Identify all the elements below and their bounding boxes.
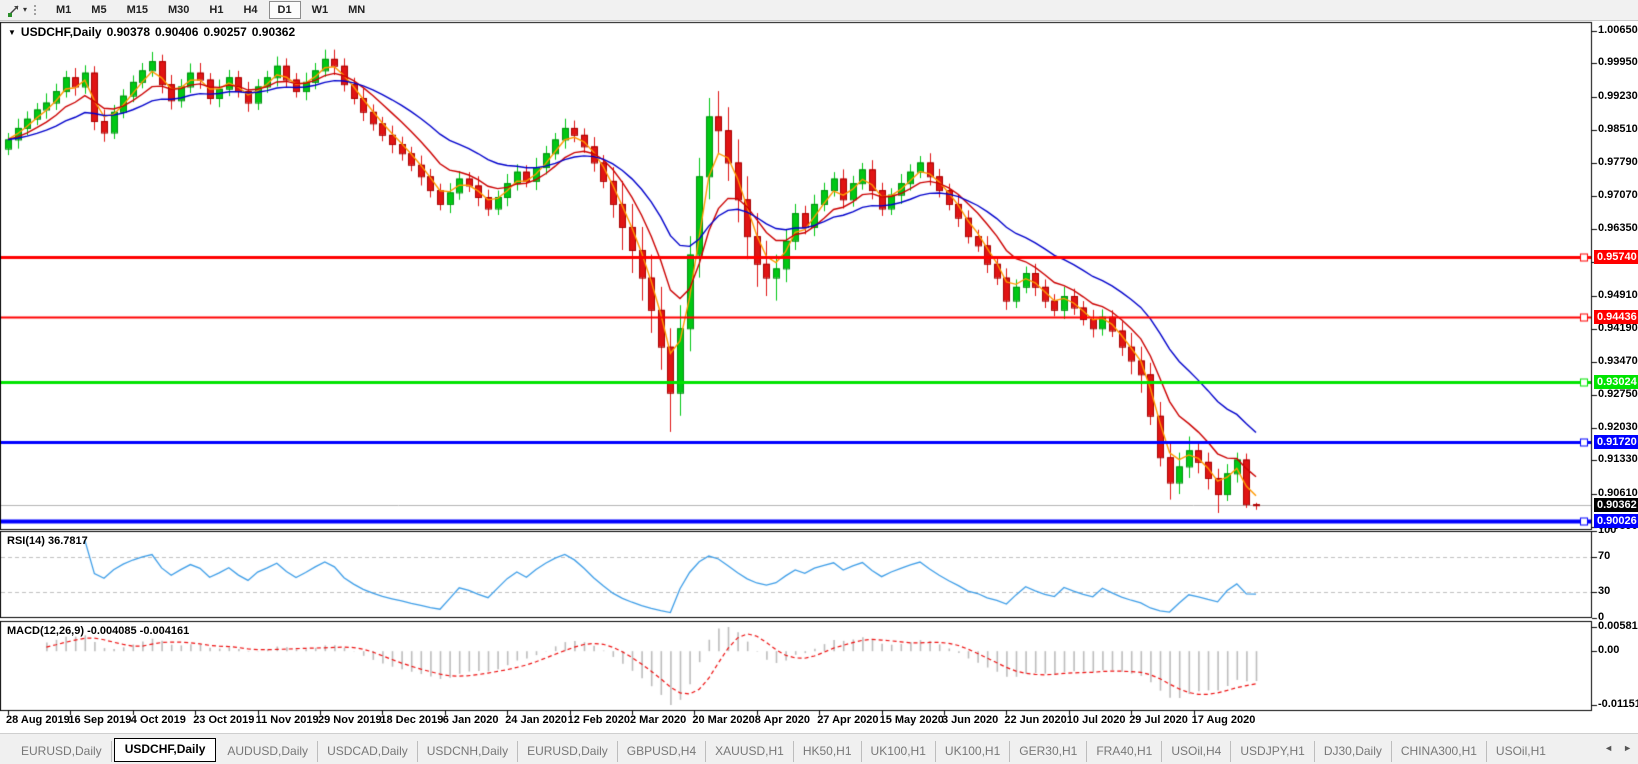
date-tick-label: 29 Jul 2020 [1129, 714, 1188, 726]
price-tick-label: 0.90610 [1598, 486, 1638, 499]
date-tick-label: 28 Aug 2019 [6, 714, 70, 726]
price-tick-label: 0.91330 [1598, 453, 1638, 466]
date-tick-label: 12 Feb 2020 [567, 714, 630, 726]
chart-tab-eurusd-daily[interactable]: EURUSD,Daily [518, 741, 618, 762]
macd-indicator-label: MACD(12,26,9) -0.004085 -0.004161 [7, 625, 190, 637]
chart-tab-china300-h1[interactable]: CHINA300,H1 [1392, 741, 1487, 762]
price-level-tag-0.95740[interactable]: 0.95740 [1594, 250, 1638, 265]
price-chart-canvas[interactable] [0, 21, 1638, 733]
date-tick-label: 11 Nov 2019 [255, 714, 319, 726]
chart-tab-dj30-daily[interactable]: DJ30,Daily [1315, 741, 1392, 762]
price-tick-label: 0.94190 [1598, 321, 1638, 334]
timeframe-button-d1[interactable]: D1 [268, 1, 301, 19]
date-tick-label: 20 Mar 2020 [692, 714, 755, 726]
chart-tools-button[interactable]: ▾ [4, 2, 30, 18]
date-tick-label: 24 Jan 2020 [505, 714, 567, 726]
chart-tab-usdcnh-daily[interactable]: USDCNH,Daily [418, 741, 519, 762]
chevron-down-icon: ▾ [23, 5, 28, 14]
price-tick-label: 0.99230 [1598, 89, 1638, 102]
price-tick-label: 0.92030 [1598, 421, 1638, 434]
symbol-period-label: USDCHF,Daily [20, 25, 102, 39]
price-tick-label: 0.97790 [1598, 155, 1638, 168]
chart-tab-uk100-h1[interactable]: UK100,H1 [862, 741, 936, 762]
price-level-tag-0.93024[interactable]: 0.93024 [1594, 375, 1638, 390]
rsi-level-label: 0 [1598, 611, 1605, 623]
date-tick-label: 10 Jul 2020 [1066, 714, 1126, 726]
chart-tab-uk100-h1[interactable]: UK100,H1 [936, 741, 1011, 762]
chart-tab-ger30-h1[interactable]: GER30,H1 [1010, 741, 1088, 762]
price-tick-label: 0.93470 [1598, 354, 1638, 367]
price-tick-label: 0.98510 [1598, 122, 1638, 135]
chart-tab-hk50-h1[interactable]: HK50,H1 [794, 741, 862, 762]
timeframe-button-mn[interactable]: MN [339, 1, 374, 19]
date-tick-label: 22 Jun 2020 [1004, 714, 1067, 726]
price-tick-label: 0.97070 [1598, 189, 1638, 202]
timeframe-buttons: M1 M5 M15 M30 H1 H4 D1 W1 MN [46, 0, 375, 20]
chart-tab-usdcad-daily[interactable]: USDCAD,Daily [318, 741, 418, 762]
date-tick-label: 18 Dec 2019 [380, 714, 444, 726]
chart-tab-usoil-h4[interactable]: USOil,H4 [1162, 741, 1232, 762]
collapse-chart-icon[interactable]: ▼ [8, 27, 16, 37]
date-tick-label: 2 Mar 2020 [630, 714, 687, 726]
price-tick-label: 0.99950 [1598, 56, 1638, 69]
timeframe-button-m30[interactable]: M30 [159, 1, 198, 19]
chart-tab-bar: EURUSD,Daily USDCHF,Daily AUDUSD,Daily USDC… [0, 733, 1638, 764]
price-tick-label: 0.92750 [1598, 388, 1638, 401]
date-tick-label: 27 Apr 2020 [817, 714, 879, 726]
open-value: 0.90378 [106, 25, 150, 39]
timeframe-toolbar: ▾ M1 M5 M15 M30 H1 H4 D1 W1 MN [0, 0, 1638, 21]
timeframe-button-m15[interactable]: M15 [118, 1, 157, 19]
chart-tab-fra40-h1[interactable]: FRA40,H1 [1087, 741, 1163, 762]
price-level-tag-0.91720[interactable]: 0.91720 [1594, 435, 1638, 450]
price-tick-label: 0.96350 [1598, 222, 1638, 235]
date-tick-label: 6 Jan 2020 [442, 714, 499, 726]
date-tick-label: 8 Apr 2020 [754, 714, 811, 726]
price-level-tag-0.94436[interactable]: 0.94436 [1594, 310, 1638, 325]
chart-tab-gbpusd-h4[interactable]: GBPUSD,H4 [618, 741, 707, 762]
rsi-level-label: 70 [1598, 550, 1611, 563]
timeframe-button-w1[interactable]: W1 [303, 1, 338, 19]
date-tick-label: 15 May 2020 [879, 714, 944, 726]
trendline-tool-icon [7, 3, 21, 17]
chart-tab-usdchf-daily[interactable]: USDCHF,Daily [113, 738, 217, 762]
timeframe-button-m5[interactable]: M5 [82, 1, 115, 19]
timeframe-button-h4[interactable]: H4 [234, 1, 266, 19]
timeframe-button-m1[interactable]: M1 [47, 1, 80, 19]
chart-title: ▼ USDCHF,Daily 0.90378 0.90406 0.90257 0… [8, 25, 295, 39]
timeframe-button-h1[interactable]: H1 [200, 1, 232, 19]
rsi-level-label: 30 [1598, 584, 1611, 597]
chart-tab-xauusd-h1[interactable]: XAUUSD,H1 [706, 741, 794, 762]
macd-scale-label: 0.005818 [1598, 620, 1638, 632]
chart-tab-usdjpy-h1[interactable]: USDJPY,H1 [1231, 741, 1315, 762]
chart-area: ▼ USDCHF,Daily 0.90378 0.90406 0.90257 0… [0, 21, 1638, 733]
tab-scroll-right-icon[interactable]: ► [1623, 743, 1632, 753]
chart-tab-list: EURUSD,Daily USDCHF,Daily AUDUSD,Daily USDC… [12, 738, 1555, 762]
macd-scale-label: -0.011514 [1598, 698, 1638, 710]
date-tick-label: 3 Jun 2020 [942, 714, 999, 726]
chart-tab-audusd-daily[interactable]: AUDUSD,Daily [218, 741, 319, 762]
tab-scroll-left-icon[interactable]: ◄ [1604, 743, 1614, 753]
toolbar-grip[interactable] [32, 3, 38, 17]
price-tick-label: 0.94910 [1598, 288, 1638, 301]
rsi-indicator-label: RSI(14) 36.7817 [7, 535, 88, 547]
close-value: 0.90362 [251, 25, 296, 39]
current-price-tag: 0.90362 [1594, 498, 1638, 513]
date-tick-label: 29 Nov 2019 [318, 714, 382, 726]
date-tick-label: 17 Aug 2020 [1191, 714, 1256, 726]
price-tick-label: 1.00650 [1598, 24, 1638, 37]
chart-tab-usoil-h1[interactable]: USOil,H1 [1495, 744, 1546, 758]
date-tick-label: 23 Oct 2019 [193, 714, 255, 726]
low-value: 0.90257 [203, 25, 247, 39]
macd-scale-label: 0.00 [1598, 644, 1620, 657]
high-value: 0.90406 [155, 25, 199, 39]
date-tick-label: 16 Sep 2019 [68, 714, 132, 726]
price-level-tag-0.90026[interactable]: 0.90026 [1594, 513, 1638, 528]
chart-tab-eurusd-daily[interactable]: EURUSD,Daily [12, 741, 112, 762]
date-tick-label: 4 Oct 2019 [130, 714, 186, 726]
